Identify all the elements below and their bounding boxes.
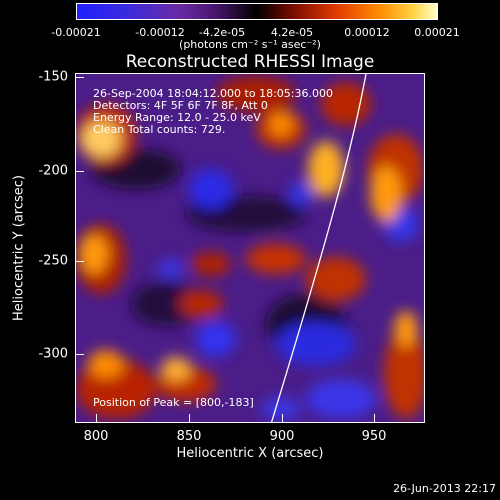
ytick-label: -150: [38, 69, 68, 85]
heatmap-plot: [75, 73, 425, 423]
red-region: [179, 290, 223, 318]
ytick-label: -300: [38, 346, 68, 362]
ytick-mark: [76, 77, 84, 78]
colorbar-tick: -0.00012: [135, 26, 185, 39]
xtick-mark: [189, 414, 190, 422]
y-axis-label: Heliocentric Y (arcsec): [11, 175, 27, 321]
xtick-label: 950: [361, 429, 387, 444]
plot-title: Reconstructed RHESSI Image: [125, 52, 375, 72]
heatmap-image: [76, 74, 424, 422]
colorbar-tick: -4.2e-05: [198, 26, 246, 39]
blue-region: [261, 397, 301, 421]
ytick-label: -200: [38, 163, 68, 179]
info-total-counts: Clean Total counts: 729.: [93, 123, 226, 136]
red-region: [306, 257, 366, 301]
bright-region: [80, 234, 108, 274]
timestamp-footer: 26-Jun-2013 22:17: [393, 482, 496, 495]
xtick-mark: [282, 414, 283, 422]
red-region: [321, 82, 371, 126]
bright-region: [81, 121, 121, 157]
bright-region: [394, 311, 418, 347]
red-region: [384, 329, 424, 419]
info-energy-range: Energy Range: 12.0 - 25.0 keV: [93, 111, 261, 124]
info-detectors: Detectors: 4F 5F 6F 7F 8F, Att 0: [93, 99, 268, 112]
colorbar-tick: 4.2e-05: [270, 26, 314, 39]
ytick-mark: [76, 261, 84, 262]
bright-region: [308, 141, 344, 197]
xtick-label: 850: [176, 429, 202, 444]
red-region: [191, 252, 231, 276]
solar-limb-curve: [270, 74, 367, 422]
blue-region: [196, 321, 236, 357]
bright-region: [88, 350, 124, 378]
bright-region: [370, 166, 402, 222]
colorbar-tick: 0.00012: [344, 26, 390, 39]
bright-region: [269, 112, 293, 136]
blue-region: [276, 322, 356, 366]
xtick-mark: [96, 414, 97, 422]
colorbar-tick: -0.00021: [51, 26, 101, 39]
info-peak-position: Position of Peak = [800,-183]: [93, 396, 254, 409]
ytick-label: -250: [38, 253, 68, 269]
red-region: [246, 244, 306, 274]
x-axis-label: Heliocentric X (arcsec): [176, 446, 324, 461]
colorbar-units: (photons cm⁻² s⁻¹ asec⁻²): [179, 38, 321, 51]
red-region: [216, 76, 296, 112]
blue-region: [189, 169, 233, 209]
colorbar-tick: 0.00021: [414, 26, 460, 39]
blue-region: [157, 259, 185, 279]
blue-region: [306, 379, 376, 419]
bright-region: [161, 357, 191, 381]
xtick-label: 800: [83, 429, 109, 444]
xtick-label: 900: [269, 429, 295, 444]
info-time-range: 26-Sep-2004 18:04:12.000 to 18:05:36.000: [93, 87, 333, 100]
dark-region: [131, 282, 201, 326]
colorbar: [76, 3, 438, 20]
blue-region: [289, 182, 313, 206]
ytick-mark: [76, 171, 84, 172]
xtick-mark: [374, 414, 375, 422]
ytick-mark: [76, 354, 84, 355]
